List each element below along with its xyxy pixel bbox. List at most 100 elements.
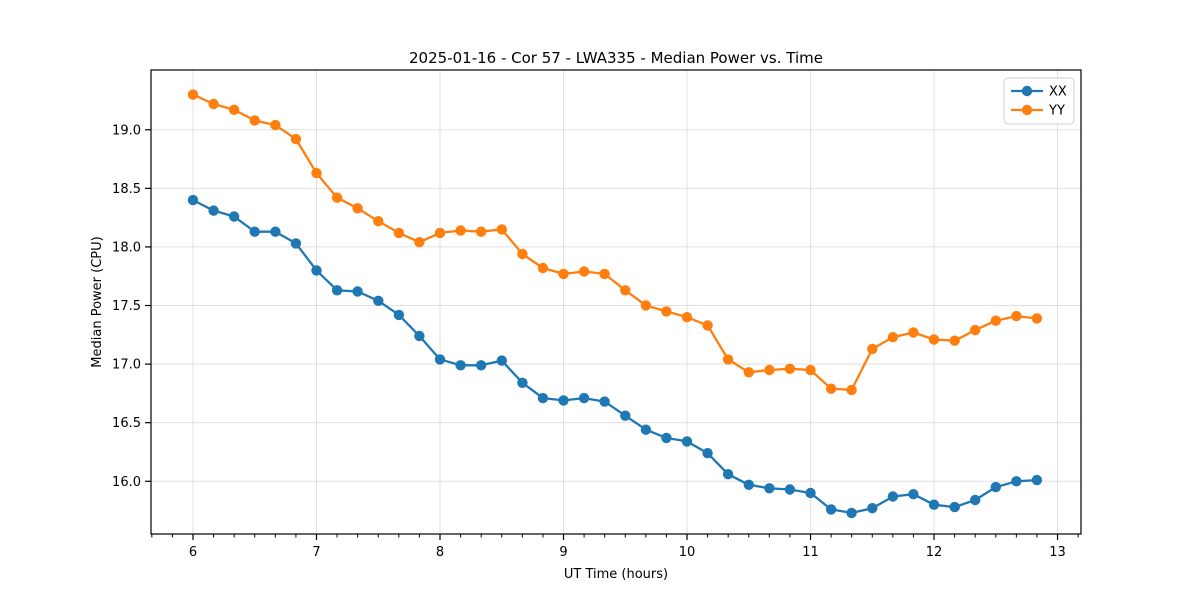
series-xx-marker [187, 194, 199, 206]
plot-border [150, 69, 1082, 535]
series-xx-marker [764, 483, 775, 494]
series-xx-marker [846, 507, 857, 519]
series-xx-marker [887, 491, 899, 502]
series-xx-marker [743, 479, 754, 490]
series-xx-marker [928, 499, 940, 510]
y-tick-label: 16.5 [112, 416, 141, 431]
series-yy-marker [228, 104, 240, 116]
series-yy-marker [352, 203, 363, 214]
y-tick-label: 19.0 [112, 123, 141, 138]
series-yy-marker [393, 227, 405, 239]
series-xx-marker [228, 211, 240, 222]
series-xx-marker [949, 501, 960, 513]
series-yy-marker [475, 226, 487, 237]
series-xx-marker [970, 494, 981, 506]
series-xx-marker [537, 392, 549, 404]
series-xx-marker [702, 448, 713, 459]
series-yy-marker [887, 332, 899, 343]
series-yy-marker [187, 89, 199, 100]
series-xx-marker [805, 487, 816, 499]
y-axis-label: Median Power (CPU) [90, 236, 105, 367]
x-tick-label: 10 [679, 545, 696, 560]
series-yy-marker [311, 167, 322, 179]
legend-label-yy: YY [1048, 104, 1065, 119]
legend-label-xx: XX [1049, 85, 1067, 100]
series-yy-marker [990, 315, 1001, 326]
series-yy-marker [702, 320, 713, 331]
series-xx-marker [393, 309, 405, 321]
series-xx-marker [249, 226, 260, 237]
series-yy-marker [970, 324, 981, 336]
series-yy-marker [867, 343, 878, 355]
series-xx-marker [352, 286, 363, 297]
x-tick-label: 8 [436, 545, 444, 560]
series-yy-marker [846, 384, 857, 396]
series-xx-marker [434, 354, 446, 365]
series-yy-marker [620, 285, 631, 296]
series-xx-marker [1031, 474, 1043, 486]
x-tick-label: 9 [559, 545, 567, 560]
series-yy-marker [373, 216, 384, 227]
series-yy-marker [928, 334, 940, 345]
series-xx-marker [208, 205, 219, 216]
series-yy-marker [1031, 313, 1043, 324]
series-xx-marker [908, 489, 919, 500]
series-xx-marker [578, 392, 590, 404]
series-yy-marker [908, 327, 919, 338]
y-tick-label: 17.0 [112, 358, 141, 373]
series-yy-marker [249, 115, 260, 126]
series-yy-marker [434, 227, 446, 239]
series-yy-marker [331, 192, 343, 203]
series-xx-marker [661, 432, 672, 444]
y-tick-label: 16.0 [112, 475, 141, 490]
x-tick-label: 7 [312, 545, 320, 560]
series-yy-marker [537, 262, 549, 274]
series-yy-marker [805, 364, 816, 376]
series-yy-marker [578, 266, 590, 277]
series-xx-marker [290, 238, 302, 249]
x-tick-label: 11 [802, 545, 819, 560]
y-tick-label: 18.5 [112, 182, 141, 197]
x-tick-label: 12 [926, 545, 943, 560]
legend-marker-xx [1021, 85, 1033, 97]
chart-title: 2025-01-16 - Cor 57 - LWA335 - Median Po… [409, 49, 823, 67]
series-xx-marker [722, 469, 734, 480]
series-yy-marker [784, 363, 796, 374]
legend: XX YY [1003, 77, 1075, 125]
x-tick-label: 6 [189, 545, 197, 560]
series-xx-marker [825, 504, 837, 515]
series-yy-marker [949, 335, 960, 346]
legend-marker-yy [1021, 104, 1033, 116]
series-xx-marker [270, 226, 281, 237]
series-xx-marker [496, 355, 507, 366]
series-xx-marker [475, 360, 487, 371]
series-yy-marker [640, 300, 652, 311]
x-axis-label: UT Time (hours) [564, 567, 668, 582]
series-yy-marker [661, 306, 672, 317]
series-yy-marker [764, 364, 775, 376]
series-xx-marker [517, 377, 528, 388]
series-yy-marker [1011, 310, 1022, 322]
legend-box [1003, 77, 1075, 125]
series-xx-marker [599, 396, 610, 407]
y-tick-label: 18.0 [112, 240, 141, 255]
series-xx-marker [784, 484, 796, 495]
series-xx-marker [311, 265, 322, 276]
series-yy-marker [208, 98, 219, 110]
series-yy-marker [825, 383, 837, 394]
series-yy-marker [270, 119, 281, 131]
series-yy-marker [517, 248, 528, 260]
series-xx-marker [558, 395, 569, 406]
series-yy-marker [290, 133, 302, 145]
series-yy-marker [414, 237, 425, 248]
series-xx-marker [455, 360, 466, 371]
y-tick-label: 17.5 [112, 299, 141, 314]
series-yy-line [192, 93, 1038, 392]
x-tick-label: 13 [1049, 545, 1066, 560]
series-yy-marker [599, 268, 610, 280]
series-xx-marker [414, 330, 425, 342]
series-xx-marker [620, 410, 631, 421]
axis-ticks: 6 7 8 9 10 11 12 13 16.0 16.5 17.0 17.5 18.0 18.5 19.0 [112, 123, 1079, 560]
